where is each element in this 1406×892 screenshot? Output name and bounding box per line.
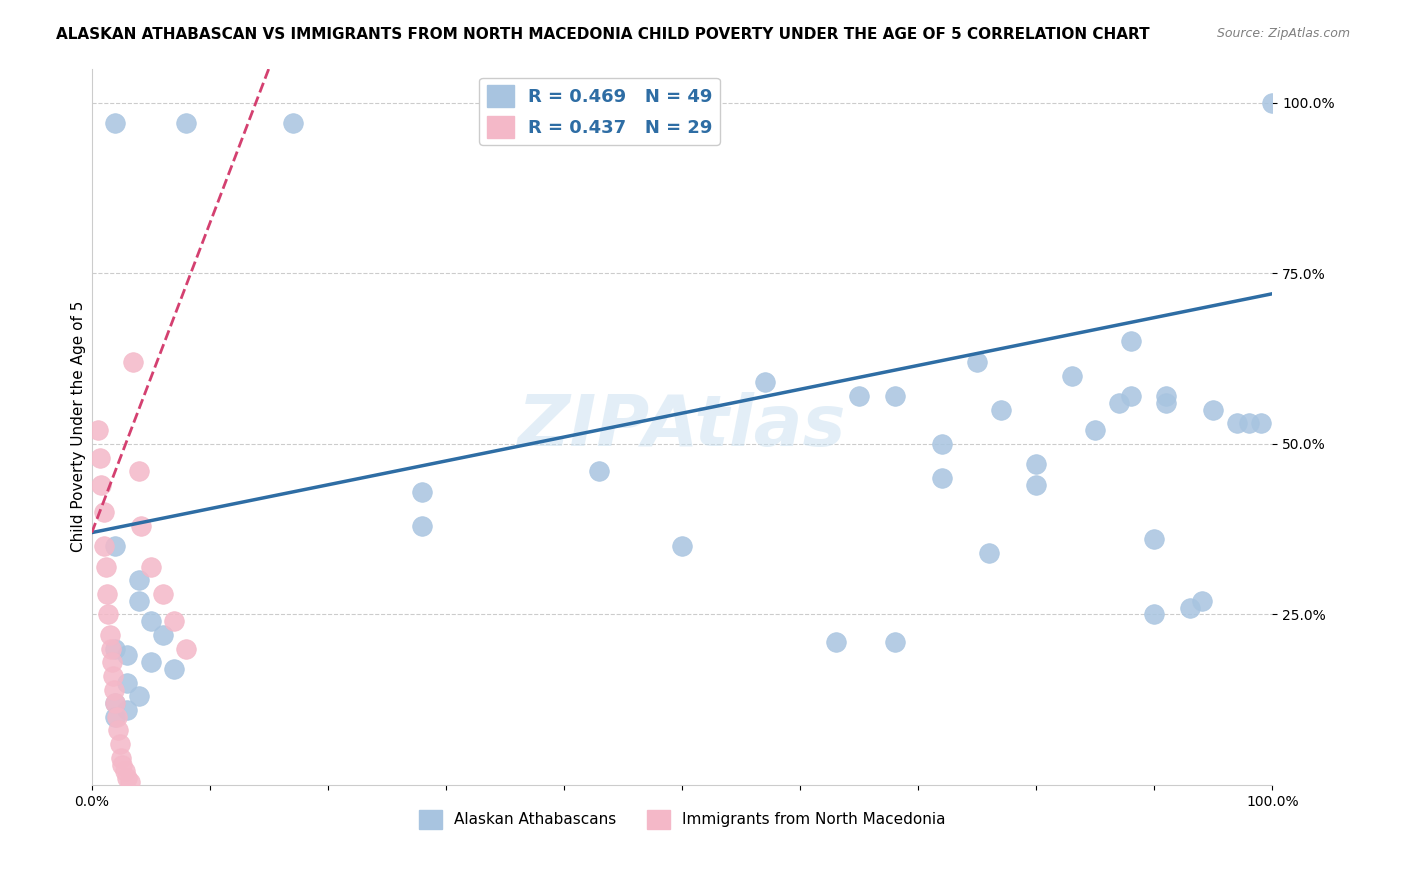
Point bbox=[174, 641, 197, 656]
Point bbox=[104, 710, 127, 724]
Point bbox=[966, 355, 988, 369]
Point bbox=[1143, 533, 1166, 547]
Point bbox=[1060, 368, 1083, 383]
Point bbox=[90, 478, 112, 492]
Point bbox=[1084, 423, 1107, 437]
Point bbox=[163, 662, 186, 676]
Point bbox=[115, 675, 138, 690]
Point bbox=[118, 774, 141, 789]
Point bbox=[89, 450, 111, 465]
Point bbox=[163, 615, 186, 629]
Point bbox=[1108, 396, 1130, 410]
Point bbox=[977, 546, 1000, 560]
Point bbox=[114, 764, 136, 779]
Point bbox=[107, 723, 129, 738]
Legend: Alaskan Athabascans, Immigrants from North Macedonia: Alaskan Athabascans, Immigrants from Nor… bbox=[413, 804, 952, 835]
Point bbox=[128, 594, 150, 608]
Point bbox=[883, 389, 905, 403]
Point bbox=[104, 539, 127, 553]
Point bbox=[128, 690, 150, 704]
Point bbox=[128, 574, 150, 588]
Point bbox=[1154, 396, 1177, 410]
Point bbox=[1261, 95, 1284, 110]
Point bbox=[139, 655, 162, 669]
Point bbox=[1178, 600, 1201, 615]
Point bbox=[411, 518, 433, 533]
Point bbox=[152, 587, 174, 601]
Point bbox=[411, 484, 433, 499]
Point bbox=[1202, 402, 1225, 417]
Point bbox=[115, 703, 138, 717]
Point bbox=[97, 607, 120, 622]
Point bbox=[588, 464, 610, 478]
Point bbox=[101, 655, 124, 669]
Point bbox=[139, 559, 162, 574]
Point bbox=[139, 615, 162, 629]
Point bbox=[990, 402, 1012, 417]
Point bbox=[101, 669, 124, 683]
Point bbox=[931, 437, 953, 451]
Point bbox=[104, 696, 127, 710]
Point bbox=[824, 634, 846, 648]
Point bbox=[100, 641, 122, 656]
Text: Source: ZipAtlas.com: Source: ZipAtlas.com bbox=[1216, 27, 1350, 40]
Point bbox=[110, 751, 132, 765]
Text: ZIPAtlas: ZIPAtlas bbox=[517, 392, 846, 461]
Point bbox=[1237, 417, 1260, 431]
Point bbox=[104, 641, 127, 656]
Point bbox=[94, 559, 117, 574]
Point bbox=[1250, 417, 1272, 431]
Point bbox=[86, 423, 108, 437]
Point bbox=[1191, 594, 1213, 608]
Point bbox=[281, 116, 304, 130]
Point bbox=[1143, 607, 1166, 622]
Point bbox=[96, 587, 118, 601]
Point bbox=[122, 355, 145, 369]
Point bbox=[931, 471, 953, 485]
Y-axis label: Child Poverty Under the Age of 5: Child Poverty Under the Age of 5 bbox=[72, 301, 86, 552]
Point bbox=[671, 539, 693, 553]
Point bbox=[1226, 417, 1249, 431]
Point bbox=[754, 376, 776, 390]
Point bbox=[93, 539, 115, 553]
Point bbox=[93, 505, 115, 519]
Point bbox=[174, 116, 197, 130]
Point bbox=[108, 737, 131, 751]
Point bbox=[115, 648, 138, 663]
Point bbox=[104, 116, 127, 130]
Point bbox=[152, 628, 174, 642]
Point bbox=[115, 771, 138, 785]
Point bbox=[111, 757, 134, 772]
Point bbox=[98, 628, 121, 642]
Point bbox=[1025, 458, 1047, 472]
Point bbox=[131, 518, 153, 533]
Point bbox=[1025, 478, 1047, 492]
Point bbox=[104, 696, 127, 710]
Point bbox=[103, 682, 125, 697]
Point bbox=[1119, 334, 1142, 349]
Point bbox=[848, 389, 870, 403]
Point bbox=[105, 710, 128, 724]
Point bbox=[128, 464, 150, 478]
Text: ALASKAN ATHABASCAN VS IMMIGRANTS FROM NORTH MACEDONIA CHILD POVERTY UNDER THE AG: ALASKAN ATHABASCAN VS IMMIGRANTS FROM NO… bbox=[56, 27, 1150, 42]
Point bbox=[883, 634, 905, 648]
Point bbox=[1154, 389, 1177, 403]
Point bbox=[1119, 389, 1142, 403]
